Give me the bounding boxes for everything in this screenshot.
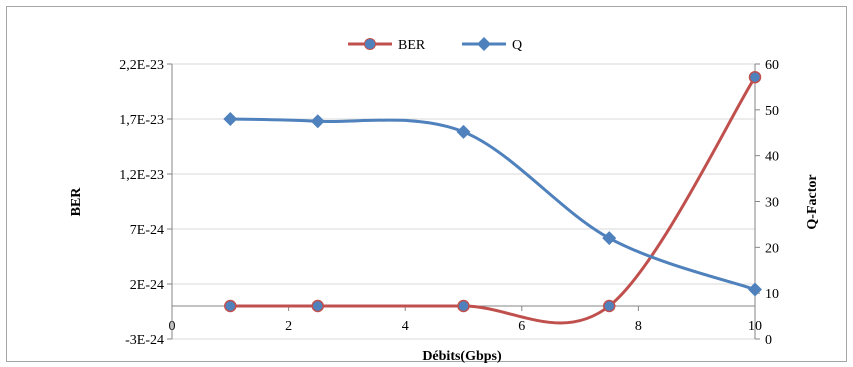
q-point — [456, 124, 471, 139]
series-line-ber — [230, 76, 757, 325]
right-tick-label: 60 — [765, 58, 779, 73]
right-tick-label: 10 — [765, 287, 779, 302]
q-point — [223, 112, 238, 126]
legend-q-marker — [477, 37, 491, 51]
left-tick-label: 7E-24 — [130, 223, 164, 238]
x-tick-label: 4 — [402, 319, 409, 334]
right-tick-label: 0 — [765, 333, 772, 348]
right-tick-label: 20 — [765, 241, 779, 256]
right-tick-label: 30 — [765, 196, 779, 211]
x-tick-label: 0 — [169, 319, 176, 334]
right-axis-ticks: 0 10 20 30 40 50 60 — [755, 58, 779, 348]
q-point — [602, 231, 617, 246]
right-axis-title: Q-Factor — [805, 174, 820, 229]
x-tick-label: 2 — [285, 319, 292, 334]
legend-ber-marker — [364, 38, 376, 50]
ber-point — [224, 299, 237, 313]
chart-frame — [6, 6, 847, 362]
left-tick-label: 2E-24 — [130, 278, 164, 293]
left-tick-label: -3E-24 — [125, 333, 164, 348]
left-tick-label: 1,2E-23 — [119, 168, 164, 183]
x-tick-label: 8 — [635, 319, 642, 334]
q-point — [310, 114, 325, 129]
ber-point — [603, 299, 616, 313]
axes — [171, 64, 756, 339]
series-layer — [223, 70, 762, 325]
right-tick-label: 50 — [765, 104, 779, 119]
left-tick-label: 2,2E-23 — [119, 58, 164, 73]
ber-point — [457, 299, 470, 313]
legend-ber-label: BER — [398, 38, 426, 53]
gridlines — [172, 63, 755, 340]
legend-q-label: Q — [512, 38, 522, 53]
x-tick-label: 10 — [748, 319, 762, 334]
ber-point — [748, 70, 762, 84]
left-axis-ticks: -3E-24 2E-24 7E-24 1,2E-23 1,7E-23 2,2E-23 — [119, 58, 172, 348]
right-tick-label: 40 — [765, 150, 779, 165]
ber-point — [311, 299, 324, 313]
legend: BER Q — [348, 37, 522, 53]
x-tick-label: 6 — [518, 319, 525, 334]
series-line-q — [230, 117, 756, 291]
left-tick-label: 1,7E-23 — [119, 113, 164, 128]
q-point — [748, 282, 762, 297]
x-axis-ticks: 0 2 4 6 8 10 — [169, 306, 762, 334]
left-axis-title: BER — [69, 187, 84, 217]
x-axis-title: Débits(Gbps) — [422, 349, 502, 364]
